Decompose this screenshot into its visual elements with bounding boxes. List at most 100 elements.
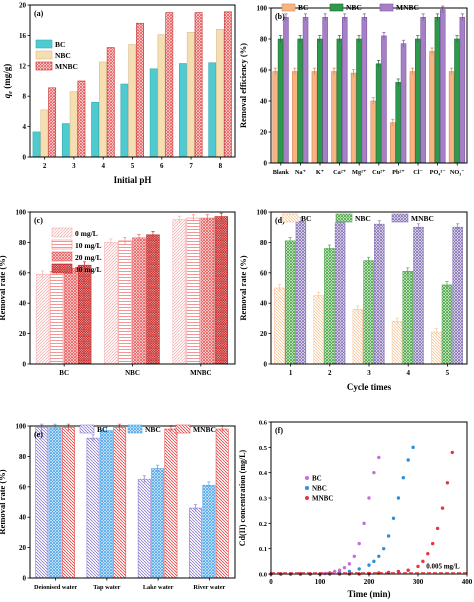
y-tick-label: 20 <box>260 330 268 338</box>
legend-label: NBC <box>312 485 327 493</box>
legend-marker <box>305 476 309 480</box>
data-point <box>401 476 405 480</box>
data-point <box>377 455 381 460</box>
label-part: q <box>2 93 12 98</box>
x-tick-label: Tap water <box>93 584 120 591</box>
y-tick-label: 40 <box>260 98 268 106</box>
plot-frame <box>270 7 468 164</box>
data-point <box>440 506 445 510</box>
x-tick-label: River water <box>193 584 225 591</box>
data-point <box>367 496 371 500</box>
legend-label: MNBC <box>193 425 216 434</box>
bar <box>137 478 151 579</box>
data-point <box>426 552 430 556</box>
y-tick-label: 40 <box>19 300 27 308</box>
data-point <box>337 568 342 572</box>
x-axis-label: Cycle times <box>347 382 392 392</box>
x-tick-label: 1 <box>289 369 293 377</box>
bar <box>136 22 144 158</box>
bar <box>200 217 215 365</box>
bar <box>452 226 463 365</box>
bar <box>194 12 203 158</box>
bar <box>151 468 165 579</box>
x-tick-label: 5 <box>446 369 450 377</box>
legend-swatch <box>335 213 353 223</box>
legend-label: MNBC <box>396 3 419 12</box>
y-tick-label: 20 <box>19 2 27 10</box>
bar <box>331 71 337 164</box>
y-tick-label: 100 <box>257 5 268 13</box>
bar <box>317 38 323 164</box>
x-tick-label: 8 <box>219 162 223 170</box>
bar <box>86 437 100 579</box>
y-axis-label: Removal efficiency (%) <box>238 43 248 128</box>
legend-label: NBC <box>55 51 71 60</box>
y-tick-label: 100 <box>16 209 27 217</box>
bar <box>35 427 49 579</box>
legend-marker <box>305 496 309 500</box>
panel-a: 2 3 4 5 6 7 8 0 4 8 12 16 20 (a) Initial pH qe (mg/g) BC… <box>2 2 236 185</box>
panel-label: (e) <box>34 430 43 439</box>
bar <box>284 240 296 365</box>
y-tick-label: 80 <box>260 36 268 44</box>
data-point <box>382 546 386 551</box>
y-axis-label: Removal rate (%) <box>238 255 248 320</box>
panel-c: BC NBC MNBC 0 20 40 60 80 100 (c) Removal rate (%)… <box>0 209 236 377</box>
y-tick-label: 100 <box>16 423 27 431</box>
legend-swatch <box>79 424 95 434</box>
data-point <box>347 569 352 574</box>
legend-label: NBC <box>145 425 161 434</box>
bar <box>391 321 403 365</box>
panel-b: Blank Na⁺ K⁺ Ca²⁺ Mg²⁺ Cu²⁺ Pb²⁺ Cl⁻ PO₄³⁻ NO₃⁻ 0 2… <box>238 3 468 176</box>
legend-label: 10 mg/L <box>75 241 101 250</box>
y-tick-label: 8 <box>23 93 27 101</box>
bar <box>99 61 107 158</box>
bar <box>61 427 75 579</box>
data-point <box>431 541 435 546</box>
x-tick-label: 2 <box>43 162 47 170</box>
bar <box>202 484 216 579</box>
x-axis-label: Time (min) <box>347 589 390 599</box>
x-tick-label: PO₄³⁻ <box>430 169 446 176</box>
bar <box>420 16 426 164</box>
legend-label: 0 mg/L <box>75 229 98 238</box>
legend-swatch <box>391 213 409 223</box>
x-tick-label: Cl⁻ <box>413 169 423 176</box>
y-tick-label: 0 <box>264 361 268 369</box>
data-point <box>372 559 376 564</box>
y-tick-label: 60 <box>260 67 268 75</box>
x-tick-label: Cu²⁺ <box>372 169 385 176</box>
y-tick-label: 80 <box>19 239 27 247</box>
bar <box>77 80 86 158</box>
x-tick-label: 0 <box>269 578 273 586</box>
y-tick-label: 0.2 <box>259 521 267 528</box>
bar <box>283 16 289 164</box>
x-tick-label: 3 <box>367 369 371 377</box>
bar <box>128 44 137 158</box>
y-tick-label: 4 <box>23 123 27 131</box>
bar <box>295 220 307 365</box>
legend-label: BC <box>301 214 311 223</box>
y-tick-label: 0.4 <box>259 470 268 477</box>
plot-frame <box>29 211 236 365</box>
bar <box>334 222 346 365</box>
y-tick-label: 0.6 <box>259 420 268 427</box>
x-tick-label: 300 <box>413 578 424 586</box>
bar <box>390 122 396 164</box>
bar <box>439 9 446 164</box>
legend-swatch <box>379 3 394 12</box>
data-point <box>352 554 356 558</box>
bar <box>157 34 166 158</box>
bar <box>459 16 466 164</box>
bar <box>395 82 401 164</box>
x-tick-label: MNBC <box>190 369 211 377</box>
x-tick-label: NBC <box>125 369 140 377</box>
data-point <box>347 562 352 566</box>
bar <box>186 32 195 158</box>
y-tick-label: 0.3 <box>259 496 268 503</box>
legend-label: NBC <box>346 3 362 12</box>
bar <box>431 331 442 365</box>
data-point <box>372 470 376 475</box>
bar <box>106 47 115 158</box>
legend-swatch <box>51 251 73 262</box>
